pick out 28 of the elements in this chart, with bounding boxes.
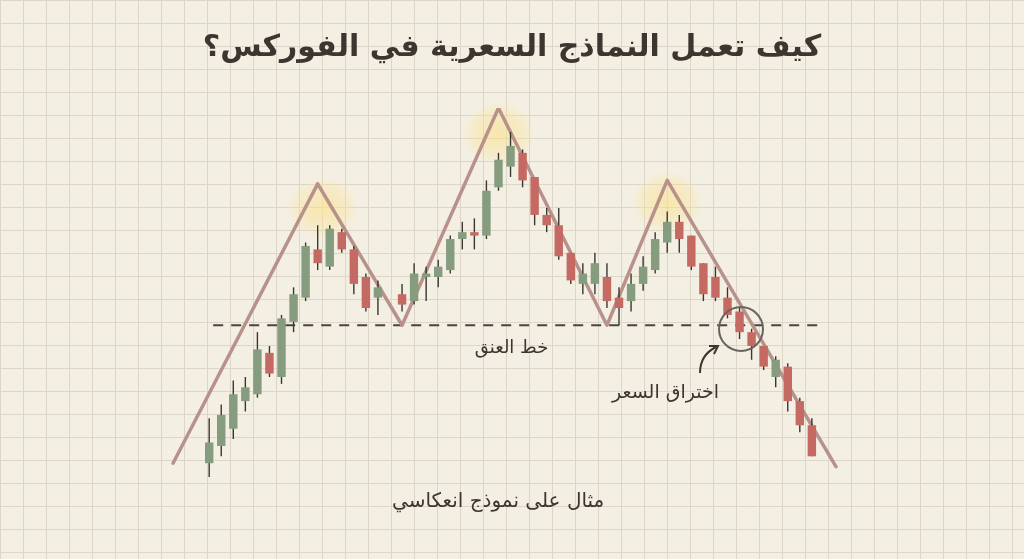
candlestick	[759, 345, 768, 371]
candlestick	[663, 210, 672, 254]
candlestick	[711, 265, 720, 302]
candlestick	[204, 417, 214, 478]
candlestick	[638, 255, 648, 292]
chart-title: كيف تعمل النماذج السعرية في الفوركس؟	[201, 28, 823, 63]
text: مثال على نموذج انعكاسي	[392, 488, 605, 512]
candlestick	[614, 286, 624, 326]
annotation: اختراق السعر	[612, 380, 719, 402]
candlestick	[241, 376, 250, 413]
candlestick	[771, 355, 780, 389]
candlestick	[747, 328, 756, 361]
candlestick	[433, 259, 443, 289]
candlestick	[458, 221, 467, 251]
candlestick	[373, 279, 383, 316]
candlestick	[506, 131, 515, 178]
candlestick	[578, 262, 588, 295]
candlestick	[313, 224, 322, 271]
candlestick	[265, 345, 274, 378]
candlestick	[542, 207, 551, 233]
candlestick	[626, 272, 636, 313]
candlestick	[397, 283, 407, 313]
candlestick	[337, 228, 346, 254]
candlestick	[675, 214, 684, 254]
ref-line-label: خط العنق	[474, 335, 549, 358]
candlestick	[735, 307, 744, 340]
candlestick	[590, 252, 600, 295]
candlestick	[470, 217, 479, 251]
